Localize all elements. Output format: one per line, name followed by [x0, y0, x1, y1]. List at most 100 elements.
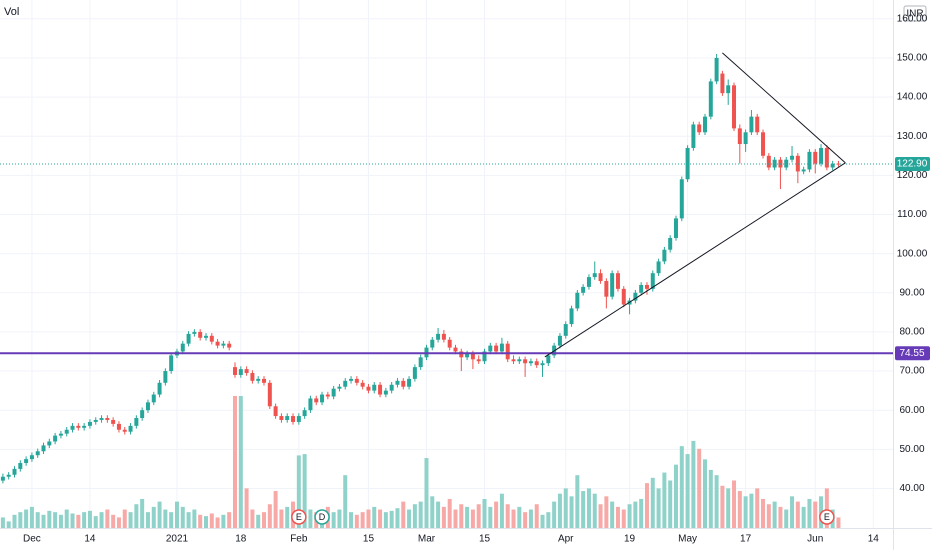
volume-bar	[372, 506, 377, 528]
candle-body	[58, 433, 63, 436]
volume-bar	[482, 498, 487, 528]
volume-bar	[540, 514, 545, 528]
candle-body	[639, 284, 644, 293]
volume-bar	[592, 493, 597, 528]
candle-body	[349, 378, 354, 381]
volume-label: Vol	[4, 6, 19, 18]
volume-bar	[430, 496, 435, 528]
candle-body	[691, 124, 696, 148]
candle-body	[801, 169, 806, 172]
x-tick-label: Dec	[23, 534, 41, 545]
volume-bar	[337, 509, 342, 528]
volume-bar	[453, 509, 458, 528]
volume-bar	[813, 501, 818, 528]
volume-bar	[505, 504, 510, 528]
volume-bar	[285, 506, 290, 528]
volume-bar	[459, 504, 464, 528]
y-tick-label: 140.00	[897, 92, 928, 103]
y-tick-label: 130.00	[897, 131, 928, 142]
candle-body	[436, 333, 441, 340]
volume-bar	[703, 459, 707, 528]
candle-body	[534, 361, 539, 366]
candle-body	[540, 363, 545, 366]
volume-bar	[64, 509, 69, 528]
candle-body	[203, 335, 208, 338]
candle-body	[337, 386, 342, 389]
volume-bar	[250, 509, 255, 528]
event-label: E	[296, 512, 302, 522]
volume-bar	[111, 514, 116, 528]
x-tick-label: 14	[868, 534, 880, 545]
candle-body	[494, 345, 499, 352]
candle-body	[761, 132, 766, 156]
candle-body	[320, 394, 325, 403]
x-tick-label: 17	[740, 534, 752, 545]
candle-body	[267, 382, 272, 407]
candle-body	[157, 382, 162, 395]
volume-bar	[772, 501, 777, 528]
candle-body	[732, 85, 737, 129]
candle-body	[656, 261, 661, 274]
volume-bar	[761, 498, 766, 528]
candle-body	[24, 459, 29, 464]
volume-bar	[233, 396, 237, 528]
candle-body	[12, 468, 17, 475]
volume-bar	[267, 504, 272, 528]
x-tick-label: Jun	[807, 534, 823, 545]
volume-bar	[662, 472, 667, 528]
candle-body	[64, 429, 69, 434]
volume-bar	[93, 516, 98, 528]
candle-body	[389, 384, 394, 391]
volume-bar	[256, 514, 261, 528]
volume-bar	[656, 488, 661, 528]
candle-body	[708, 81, 713, 117]
volume-bar	[343, 475, 348, 528]
volume-bar	[349, 512, 354, 528]
volume-bar	[412, 504, 417, 528]
y-tick-label: 80.00	[899, 327, 924, 338]
volume-bar	[517, 506, 522, 528]
volume-bar	[488, 506, 493, 528]
volume-bar	[563, 488, 568, 528]
volume-bar	[755, 488, 760, 528]
volume-bar	[53, 512, 58, 528]
candle-body	[325, 394, 330, 397]
candle-body	[720, 73, 725, 94]
volume-bar	[122, 509, 127, 528]
volume-bar	[424, 458, 429, 528]
volume-bar	[378, 509, 383, 528]
candle-body	[360, 382, 365, 387]
y-tick-label: 70.00	[899, 366, 924, 377]
x-tick-label: Feb	[290, 534, 308, 545]
y-tick-label: 60.00	[899, 405, 924, 416]
candle-body	[192, 331, 197, 334]
candle-body	[378, 384, 383, 395]
volume-bar	[99, 512, 104, 528]
volume-bar	[581, 491, 586, 528]
volume-bar	[140, 498, 145, 528]
volume-bar	[557, 493, 562, 528]
candle-body	[505, 343, 510, 360]
volume-bar	[383, 512, 388, 528]
candle-body	[250, 373, 255, 381]
volume-bar	[418, 501, 423, 528]
volume-bar	[360, 512, 365, 528]
candle-body	[476, 359, 481, 362]
volume-bar	[743, 496, 748, 528]
volume-bar	[836, 517, 841, 528]
trendline	[722, 52, 846, 164]
candle-body	[145, 402, 150, 411]
volume-bar	[633, 501, 638, 528]
candle-body	[453, 347, 458, 352]
volume-bar	[0, 517, 5, 528]
candle-body	[482, 351, 487, 362]
y-tick-label: 40.00	[899, 483, 924, 494]
x-tick-label: 18	[235, 534, 247, 545]
volume-bar	[87, 510, 92, 528]
candle-body	[134, 418, 139, 426]
candle-body	[697, 124, 702, 133]
volume-bar	[302, 454, 307, 528]
volume-bar	[801, 506, 806, 528]
y-tick-label: 110.00	[897, 209, 927, 220]
candle-body	[343, 380, 348, 387]
